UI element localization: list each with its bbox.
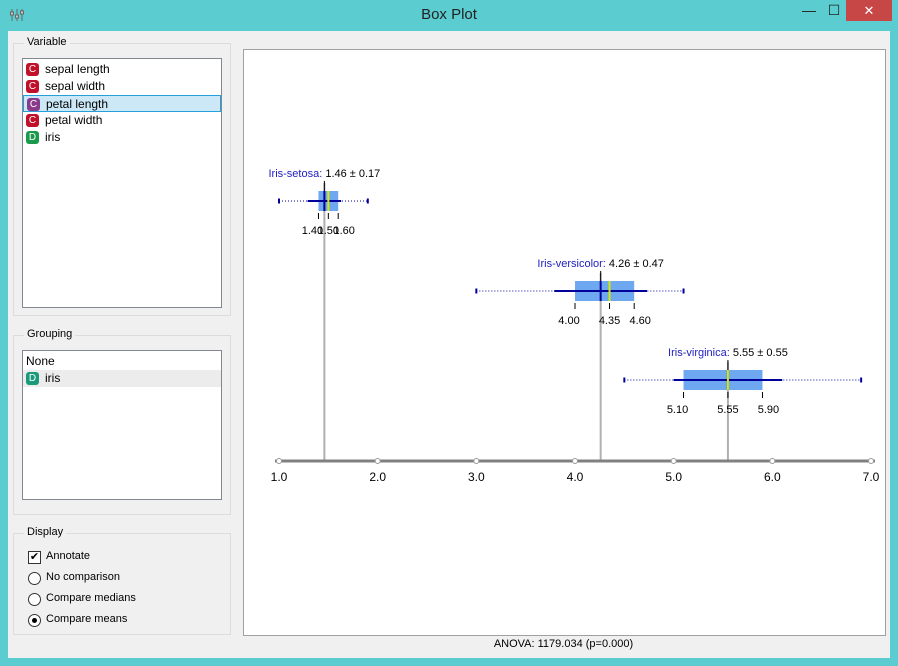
box-plot-canvas[interactable]: Iris-setosa: 1.46 ± 0.17 1.40 1.50 1.60 Iris… xyxy=(243,49,886,636)
variable-group-title: Variable xyxy=(24,36,70,48)
series-name: Iris-virginica: xyxy=(668,347,733,359)
radio-button-icon xyxy=(28,614,41,627)
series-stats: 1.46 ± 0.17 xyxy=(325,168,380,180)
series-annotation: Iris-setosa: 1.46 ± 0.17 xyxy=(268,168,380,180)
whisker-min-cap xyxy=(278,198,280,204)
orange-widget-icon xyxy=(10,9,24,21)
x-axis-tick-label: 5.0 xyxy=(665,470,682,484)
maximize-button[interactable]: ☐ xyxy=(827,2,841,18)
close-button[interactable]: ✕ xyxy=(846,0,892,21)
radio-button-icon xyxy=(28,593,41,606)
continuous-variable-icon: C xyxy=(26,114,39,127)
quartile-label: 4.60 xyxy=(629,315,650,327)
compare-medians-label: Compare medians xyxy=(46,592,136,604)
x-axis-tick xyxy=(670,458,677,464)
quartile-label: 1.50 xyxy=(318,225,339,237)
x-axis-tick xyxy=(374,458,381,464)
anova-status: ANOVA: 1179.034 (p=0.000) xyxy=(493,638,634,650)
grouping-list-label: None xyxy=(26,354,55,368)
discrete-variable-icon: D xyxy=(26,372,39,385)
display-group-title: Display xyxy=(24,526,67,538)
whisker-max-cap xyxy=(860,377,863,383)
grouping-group-title: Grouping xyxy=(24,328,76,340)
checkbox-check-icon: ✔ xyxy=(28,551,41,564)
no-comparison-label: No comparison xyxy=(46,571,120,583)
quartile-label: 1.60 xyxy=(333,225,354,237)
radio-button-icon xyxy=(28,572,41,585)
x-axis-tick xyxy=(868,458,874,464)
series-annotation: Iris-virginica: 5.55 ± 0.55 xyxy=(668,347,788,359)
series-name: Iris-setosa: xyxy=(268,168,325,180)
discrete-variable-icon: D xyxy=(26,131,39,144)
minimize-button[interactable]: — xyxy=(802,2,816,18)
x-axis-tick xyxy=(572,458,578,464)
x-axis-tick xyxy=(769,458,776,464)
series-name: Iris-versicolor: xyxy=(537,258,609,270)
x-axis-tick-label: 1.0 xyxy=(271,470,288,484)
grouping-list-label: iris xyxy=(45,371,61,385)
quartile-label: 4.00 xyxy=(558,315,579,327)
x-axis-tick xyxy=(473,458,480,464)
grouping-list-item[interactable]: None xyxy=(23,353,221,370)
compare-means-label: Compare means xyxy=(46,613,128,625)
series-stats: 4.26 ± 0.47 xyxy=(609,258,664,270)
title-bar[interactable]: Box Plot — ☐ ✕ xyxy=(0,0,898,31)
series-annotation: Iris-versicolor: 4.26 ± 0.47 xyxy=(537,258,663,270)
variable-list-label: sepal length xyxy=(45,62,110,76)
window-title: Box Plot xyxy=(421,6,477,23)
variable-list-label: sepal width xyxy=(45,79,106,93)
quartile-label: 5.90 xyxy=(758,404,779,416)
variable-list-label: petal length xyxy=(46,97,109,111)
x-axis-tick-label: 7.0 xyxy=(863,470,880,484)
whisker-min-cap xyxy=(475,288,478,294)
x-axis-tick-label: 6.0 xyxy=(764,470,781,484)
continuous-variable-icon: C xyxy=(26,63,39,76)
variable-list-label: petal width xyxy=(45,113,103,127)
box-plot-chart: Iris-setosa: 1.46 ± 0.17 1.401.501.60 Iris… xyxy=(268,168,880,484)
annotate-label: Annotate xyxy=(46,550,91,562)
whisker-max-cap xyxy=(682,288,685,294)
continuous-variable-icon: C xyxy=(26,80,39,93)
quartile-label: 4.35 xyxy=(599,315,620,327)
whisker-max-cap xyxy=(366,198,369,204)
continuous-variable-icon: C xyxy=(27,98,40,111)
display-group: Display ✔ Annotate No comparison Compare… xyxy=(13,526,231,635)
x-axis-tick xyxy=(276,458,282,464)
x-axis-tick-label: 4.0 xyxy=(567,470,584,484)
x-axis-tick-label: 3.0 xyxy=(468,470,485,484)
x-axis-tick-label: 2.0 xyxy=(369,470,386,484)
whisker-min-cap xyxy=(623,377,626,383)
series-stats: 5.55 ± 0.55 xyxy=(733,347,788,359)
quartile-label: 5.55 xyxy=(717,404,738,416)
variable-list-label: iris xyxy=(45,130,61,144)
quartile-label: 5.10 xyxy=(667,404,688,416)
quartile-label: 1.40 xyxy=(302,225,323,237)
